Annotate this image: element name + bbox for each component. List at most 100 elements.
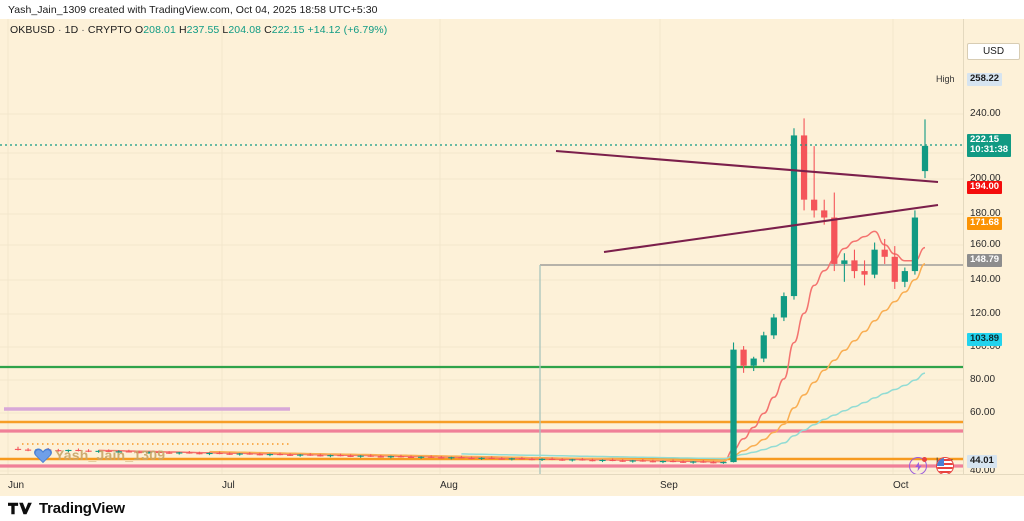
legend-symbol[interactable]: OKBUSD xyxy=(10,24,55,36)
candle-body xyxy=(538,458,546,460)
legend-change: +14.12 xyxy=(307,24,341,36)
candle-body xyxy=(811,199,818,211)
time-label: Sep xyxy=(660,480,678,491)
legend-low-value: 204.08 xyxy=(228,24,262,36)
candle-body xyxy=(236,453,243,455)
price-tick: 100.00 xyxy=(970,341,1001,352)
candle-body xyxy=(730,349,737,463)
candle-body xyxy=(639,460,646,462)
trendlines xyxy=(555,149,939,254)
tradingview-wordmark: TradingView xyxy=(39,500,125,517)
candle-body xyxy=(841,260,848,264)
candle-body xyxy=(498,458,505,460)
candle-body xyxy=(710,462,717,464)
candle-body xyxy=(246,453,253,455)
candle-body xyxy=(75,449,82,452)
candle-body xyxy=(307,454,314,456)
price-tick: 140.00 xyxy=(970,274,1001,285)
legend-high-label: H xyxy=(178,24,187,36)
chart-mini-buttons[interactable] xyxy=(909,457,954,474)
alert-button[interactable] xyxy=(909,457,927,474)
candle-body xyxy=(720,462,727,464)
candle-body xyxy=(256,454,263,456)
ma-slow-line xyxy=(461,372,926,460)
flag-button[interactable] xyxy=(936,457,954,474)
chart-legend[interactable]: OKBUSD · 1D · CRYPTO O208.01 H237.55 L20… xyxy=(10,24,387,36)
candle-body xyxy=(286,454,294,456)
candle-body xyxy=(760,335,767,359)
candle-body xyxy=(115,451,122,453)
alert-194[interactable]: 194.00 xyxy=(967,181,1003,194)
candle-body xyxy=(337,455,344,457)
candle-body xyxy=(861,271,868,275)
legend-interval[interactable]: 1D xyxy=(64,24,79,36)
candle-body xyxy=(367,455,374,457)
trendline-upper[interactable] xyxy=(555,149,939,184)
candle-body xyxy=(700,461,707,463)
candle-body xyxy=(901,271,908,282)
candle-body xyxy=(821,210,828,218)
candle-body xyxy=(135,452,143,454)
watermark-username: Yash_Jain_1309 xyxy=(55,447,166,463)
candle-body xyxy=(609,459,616,462)
candle-body xyxy=(145,451,153,454)
attribution-text: Yash_Jain_1309 created with TradingView.… xyxy=(8,4,378,16)
user-watermark: Yash_Jain_1309 xyxy=(33,446,165,464)
flag-icon xyxy=(937,458,953,474)
candle-body xyxy=(488,457,495,459)
candle-body xyxy=(680,461,687,463)
alert-171[interactable]: 171.68 xyxy=(967,217,1003,230)
last-price[interactable]: 222.15 10:31:38 xyxy=(967,134,1012,157)
high-label[interactable]: 258.22 xyxy=(967,73,1003,86)
low-label[interactable]: 44.01 xyxy=(967,455,997,468)
candle-body xyxy=(387,456,395,458)
candle-body xyxy=(428,456,435,458)
candle-body xyxy=(629,460,636,462)
candle-body xyxy=(508,458,515,460)
level-103[interactable]: 103.89 xyxy=(967,333,1003,346)
price-tick: 240.00 xyxy=(970,108,1001,119)
candle-body xyxy=(669,461,677,463)
price-tick: 160.00 xyxy=(970,239,1001,250)
candle-body xyxy=(327,455,334,457)
alert-171-value: 171.68 xyxy=(970,217,1000,228)
candle-body xyxy=(24,449,32,451)
level-148[interactable]: 148.79 xyxy=(967,254,1003,267)
time-axis[interactable]: Jun Jul Aug Sep Oct xyxy=(0,474,1024,496)
trendline-lower[interactable] xyxy=(603,203,939,254)
legend-sep-1: · xyxy=(57,24,62,36)
currency-badge[interactable]: USD xyxy=(967,43,1020,60)
candle-body xyxy=(85,450,92,452)
candle-body xyxy=(266,454,274,456)
candle-body xyxy=(881,249,888,257)
alert-badge-dot xyxy=(922,457,927,462)
candle-body xyxy=(619,460,626,462)
price-axis[interactable]: USD 240.00220.00200.00180.00160.00140.00… xyxy=(936,19,1024,476)
price-tick: 120.00 xyxy=(970,308,1001,319)
candle-body xyxy=(297,454,304,456)
low-label-value: 44.01 xyxy=(970,455,994,466)
heart-icon xyxy=(34,448,52,464)
price-tick: 80.00 xyxy=(970,374,996,385)
chart-plot-area[interactable] xyxy=(0,19,963,474)
chart-panel[interactable]: OKBUSD · 1D · CRYPTO O208.01 H237.55 L20… xyxy=(0,19,1024,474)
candle-body xyxy=(800,135,808,200)
price-tick: 60.00 xyxy=(970,407,996,418)
candle-body xyxy=(95,450,102,452)
time-label: Oct xyxy=(893,480,909,491)
candle-body xyxy=(690,461,697,463)
candle-body xyxy=(548,458,556,460)
candle-body xyxy=(226,453,233,455)
price-tick: 40.00 xyxy=(970,465,996,476)
alert-194-value: 194.00 xyxy=(970,181,1000,192)
candle-body xyxy=(851,260,858,272)
candle-body xyxy=(659,461,667,463)
tradingview-logo[interactable]: TradingView xyxy=(8,500,125,517)
candle-body xyxy=(780,296,788,318)
legend-sep-2: · xyxy=(81,24,85,36)
candle-body xyxy=(55,450,62,452)
legend-open-value: 208.01 xyxy=(143,24,176,36)
candle-body xyxy=(770,317,777,336)
candle-body xyxy=(871,249,878,275)
